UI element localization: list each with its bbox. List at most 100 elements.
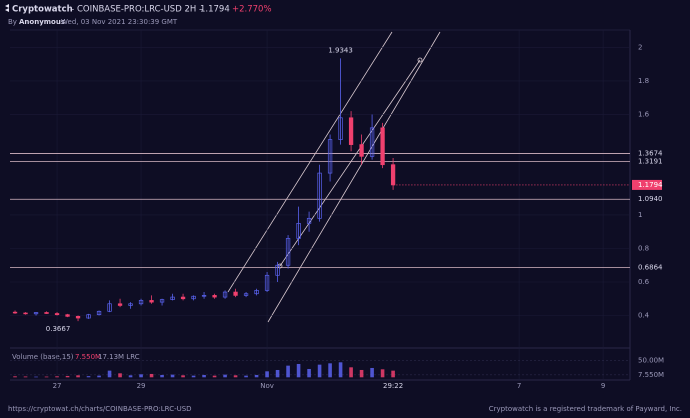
volume-bar: [380, 369, 385, 378]
volume-bar: [55, 376, 59, 378]
max-label: 1.9343: [328, 46, 353, 54]
volume-bar: [107, 370, 112, 378]
volume-bar: [65, 375, 70, 378]
candle-body: [12, 311, 18, 314]
symbol: – COINBASE-PRO:LRC-USD 2H –: [70, 5, 203, 15]
y-tick-label: 0.8: [638, 244, 649, 252]
candle-body: [359, 144, 364, 157]
candle-body: [138, 300, 144, 305]
volume-bar: [34, 376, 38, 378]
x-tick-label: Nov: [260, 382, 274, 390]
x-tick-label: 29: [137, 382, 146, 390]
author: Anonymous: [19, 18, 65, 26]
volume-bar: [328, 363, 332, 378]
volume-bar: [86, 376, 91, 378]
candle-body: [54, 313, 60, 316]
candle-body: [149, 300, 154, 303]
volume-bar: [244, 375, 248, 378]
y-tick-label: 0.4: [638, 312, 650, 320]
candle-body: [306, 217, 312, 224]
x-tick-label: 7: [517, 382, 521, 390]
candle-body: [86, 314, 91, 319]
volume-bar: [359, 369, 364, 378]
candle-body: [338, 117, 343, 140]
volume-bar: [317, 364, 322, 378]
x-tick-label: 27: [53, 382, 62, 390]
candle-body: [369, 127, 375, 157]
cursor-label: 29:22: [383, 382, 403, 390]
candle-body: [390, 164, 396, 186]
candle-body: [275, 264, 280, 276]
candle-body: [380, 127, 385, 166]
logo: [5, 4, 9, 12]
candle-body: [107, 303, 112, 312]
footer-note: Cryptowatch is a registered trademark of…: [489, 405, 682, 413]
candle-body: [117, 303, 123, 306]
volume-bar: [254, 374, 259, 378]
level-label: 1.0940: [638, 195, 663, 203]
y-tick-label: 1.6: [638, 110, 650, 118]
volume-last: 7.550M: [75, 353, 101, 361]
volume-total: 17.13M LRC: [98, 353, 140, 361]
byline-prefix: By: [8, 18, 17, 26]
volume-bar: [391, 370, 395, 378]
volume-bar: [349, 367, 353, 378]
y-tick-label: 2: [638, 43, 642, 51]
volume-bar: [181, 375, 185, 378]
candle-body: [33, 312, 39, 315]
candle-body: [44, 312, 49, 314]
volume-tick-label: 50.00M: [638, 357, 664, 365]
candle-body: [327, 139, 333, 174]
volume-bar: [44, 376, 49, 378]
candle-body: [128, 303, 133, 306]
candle-body: [23, 312, 28, 315]
candle-body: [285, 238, 291, 266]
volume-bar: [191, 375, 196, 378]
volume-bar: [128, 375, 133, 378]
volume-bar: [296, 363, 301, 378]
brand: Cryptowatch: [12, 5, 73, 15]
candle-body: [191, 295, 196, 300]
level-label: 1.3191: [638, 158, 663, 166]
volume-bar: [76, 375, 80, 378]
volume-bar: [149, 373, 154, 378]
footer-url: https://cryptowat.ch/charts/COINBASE-PRO…: [8, 405, 192, 413]
volume-bar: [160, 374, 164, 378]
volume-bar: [202, 374, 206, 378]
volume-bar: [23, 376, 28, 378]
volume-bar: [97, 375, 101, 378]
volume-bar: [338, 362, 343, 378]
candle-body: [180, 296, 186, 300]
candle-body: [212, 295, 217, 298]
volume-bar: [170, 374, 175, 378]
volume-bar: [233, 375, 238, 378]
volume-title: Volume (base,15): [12, 353, 74, 361]
y-tick-label: 1.8: [638, 77, 649, 85]
last-price-box: [632, 179, 662, 190]
last-price-label: 1.1794: [638, 181, 663, 189]
candle-body: [264, 274, 270, 291]
candle-body: [222, 291, 228, 298]
volume-bar: [118, 373, 122, 378]
volume-tick-label: 7.550M: [638, 371, 664, 379]
volume-bar: [286, 365, 290, 378]
volume-bar: [265, 371, 269, 378]
volume-bar: [223, 374, 227, 378]
candle-body: [348, 117, 354, 145]
candle-body: [170, 296, 175, 300]
x-tick-label: 9: [601, 382, 605, 390]
y-tick-label: 0.6: [638, 278, 650, 286]
level-label: 0.6864: [638, 264, 663, 272]
volume-bar: [13, 376, 17, 378]
volume-bar: [370, 367, 374, 378]
header-price: 1.1794: [200, 5, 230, 15]
candle-body: [159, 299, 165, 303]
candle-body: [75, 315, 81, 319]
volume-bar: [212, 375, 217, 378]
candle-body: [317, 172, 322, 219]
candle-body: [296, 223, 301, 239]
volume-bar: [275, 369, 280, 378]
candle-body: [254, 290, 259, 295]
